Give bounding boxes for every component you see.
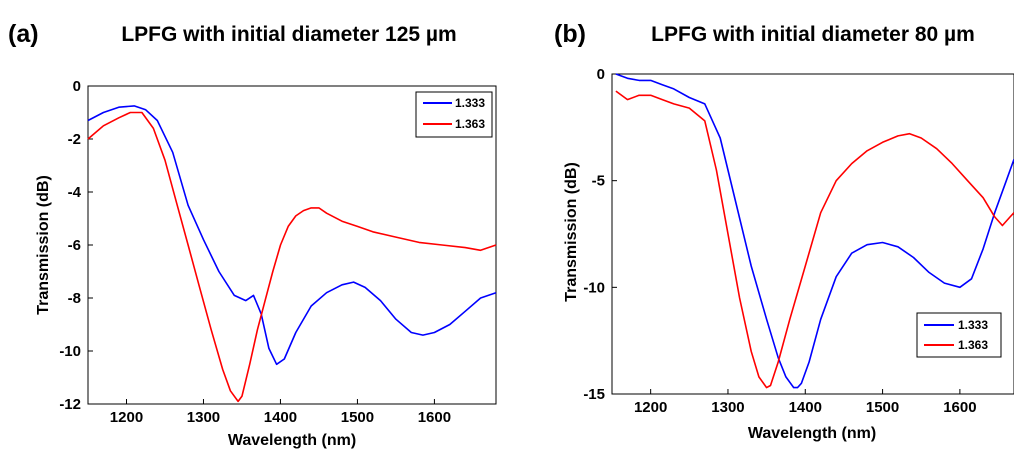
panel-a-xtick-label: 1300 [187,409,220,426]
panel-a-series [87,105,497,403]
panel-b-series-line-1.333 [615,73,1014,389]
panel-b-legend-label-1: 1.333 [958,318,988,332]
panel-b-ytick-label: -5 [592,173,605,190]
panel-b-xtick-label: 1300 [711,399,744,416]
panel-a-legend-box [415,91,493,138]
panel-b-ticks: 1200 1300 1400 1500 1600 0 -5 -10 -15 [583,66,976,416]
panel-a-ytick-label: -12 [59,396,81,413]
panel-a-title: LPFG with initial diameter 125 µm [121,23,456,46]
panel-a-xtick-label: 1400 [264,409,297,426]
panel-a-ytick-label: -10 [59,343,81,360]
panel-b-xlabel: Wavelength (nm) [748,425,876,442]
panel-b-letter: (b) [554,20,586,48]
panel-a-xlabel: Wavelength (nm) [228,432,356,449]
panel-a-legend-label-1: 1.333 [455,96,485,110]
panel-a-ytick-label: -8 [68,290,81,307]
panel-b-ytick-label: 0 [597,66,605,83]
panel-b-xtick-label: 1500 [866,399,899,416]
panel-a-ytick-label: 0 [73,78,81,95]
panel-a-ytick-label: -2 [68,131,81,148]
panel-a-xtick-label: 1200 [110,409,143,426]
panel-b-xtick-label: 1200 [634,399,667,416]
panel-b-series-line-1.363 [615,90,1014,389]
panel-a-letter: (a) [8,20,39,48]
panel-a-legend: 1.333 1.363 [415,91,493,138]
panel-b-ylabel: Transmission (dB) [563,162,580,302]
panel-b-xtick-label: 1400 [789,399,822,416]
panel-b-legend-label-2: 1.363 [958,338,988,352]
panel-a-ytick-label: -6 [68,237,81,254]
panel-a-legend-label-2: 1.363 [455,117,485,131]
panel-a-series-line-1.363 [87,111,497,403]
panel-b-ytick-label: -15 [583,386,605,403]
panel-a-ylabel: Transmission (dB) [35,175,52,315]
panel-a-series-line-1.333 [87,105,497,366]
panel-a-plot-frame [87,85,497,405]
panel-b: (b) LPFG with initial diameter 80 µm 120… [554,20,1014,442]
panel-b-legend: 1.333 1.363 [916,312,1002,358]
panel-a-ticks: 1200 1300 1400 1500 1600 0 -2 -4 -6 -8 -10 -12 [59,78,451,426]
panel-a-ytick-label: -4 [68,184,82,201]
panel-b-xtick-label: 1600 [943,399,976,416]
panel-a: (a) LPFG with initial diameter 125 µm 12… [8,20,497,449]
panel-b-series [615,73,1014,389]
panel-a-xtick-label: 1600 [418,409,451,426]
panel-b-title: LPFG with initial diameter 80 µm [651,23,975,46]
panel-b-legend-box [916,312,1002,358]
panel-a-xtick-label: 1500 [341,409,374,426]
panel-b-ytick-label: -10 [583,279,605,296]
